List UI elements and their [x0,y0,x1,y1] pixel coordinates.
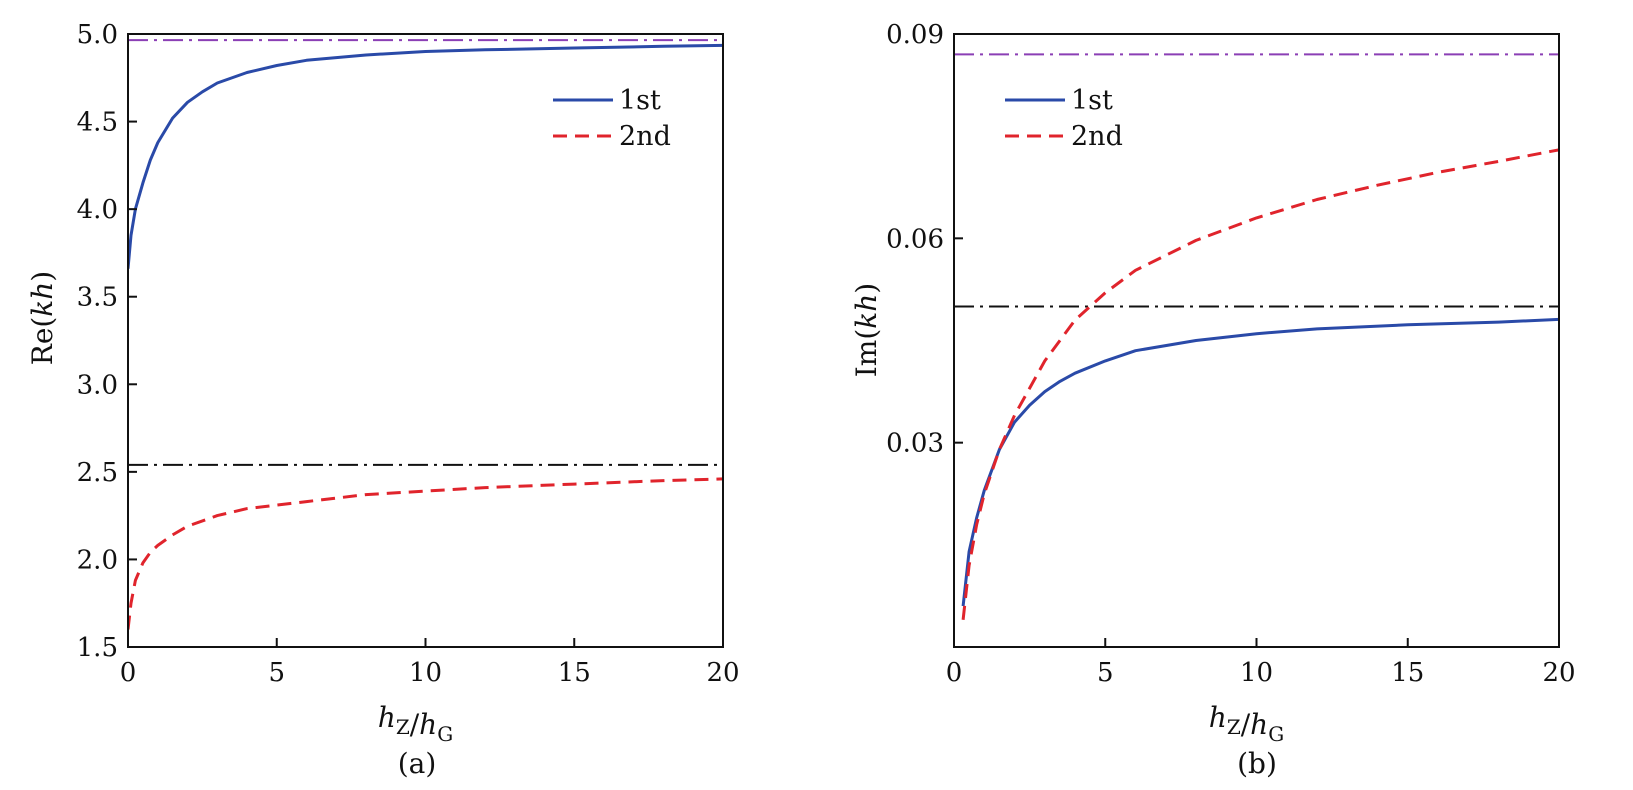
y-axis-label: Im(kh) [850,283,883,377]
x-tick-label: 20 [1542,658,1575,688]
y-tick-label: 0.06 [886,224,944,254]
panel-a: 0 5 10 15 20 1.5 2.0 2.5 3.0 3.5 4.0 4.5 5.0 hZ/hG Re(… [26,20,740,780]
y-tick-label: 2.0 [77,545,118,575]
x-tick-label: 15 [558,658,591,688]
legend-label-1st: 1st [619,85,661,116]
x-tick-label: 10 [409,658,442,688]
x-tick-label: 20 [706,658,739,688]
y-tick-label: 1.5 [77,633,118,663]
panel-caption: (a) [398,747,437,780]
legend-label-1st: 1st [1071,85,1113,116]
y-tick-label: 2.5 [77,458,118,488]
legend-label-2nd: 2nd [1071,121,1123,152]
x-tick-label: 5 [268,658,285,688]
x-tick-label: 0 [946,658,963,688]
x-tick-label: 10 [1240,658,1273,688]
x-axis-label: hZ/hG [378,701,453,746]
series-line-1st [961,317,1559,607]
series-line-2nd [128,477,723,630]
panel-caption: (b) [1237,747,1277,780]
y-tick-label: 3.0 [77,370,118,400]
plot-frame [953,33,1560,648]
series-line-1st [128,43,723,269]
x-tick-label: 15 [1391,658,1424,688]
y-tick-label: 3.5 [77,283,118,313]
x-axis-label: hZ/hG [1209,701,1284,746]
y-tick-label: 4.0 [77,195,118,225]
y-tick-label: 0.09 [886,20,944,50]
x-tick-label: 0 [120,658,137,688]
y-tick-label: 4.5 [77,108,118,138]
legend-label-2nd: 2nd [619,121,671,152]
y-axis-label: Re(kh) [26,271,59,366]
y-tick-label: 0.03 [886,429,944,459]
series-line-2nd [961,148,1559,620]
x-tick-label: 5 [1097,658,1114,688]
y-tick-label: 5.0 [77,20,118,50]
